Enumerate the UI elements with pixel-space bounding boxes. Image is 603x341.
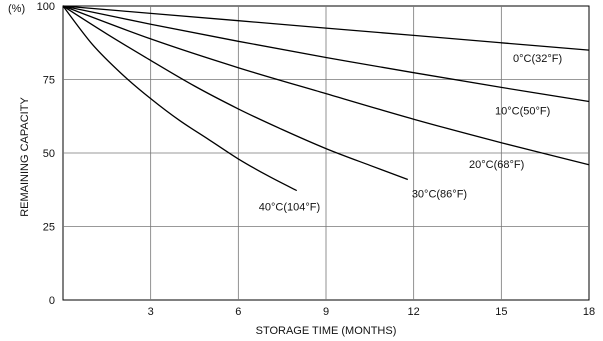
x-tick-label: 12 bbox=[408, 306, 420, 318]
series-line bbox=[62, 5, 590, 103]
series-labels: 0°C(32°F) 10°C(50°F) 20°C(68°F) 30°C(86°F) 4… bbox=[259, 53, 562, 214]
series-line bbox=[62, 5, 590, 51]
x-tick-label: 15 bbox=[495, 306, 507, 318]
x-tick-label: 6 bbox=[235, 306, 241, 318]
x-tick-label: 3 bbox=[148, 306, 154, 318]
series-line bbox=[62, 5, 409, 181]
y-tick-label: 0 bbox=[49, 295, 55, 307]
y-tick-label: 75 bbox=[43, 75, 55, 87]
series-label: 10°C(50°F) bbox=[495, 106, 550, 118]
x-tick-label: 18 bbox=[583, 306, 595, 318]
x-tick-label: 9 bbox=[323, 306, 329, 318]
y-tick-label: 25 bbox=[43, 222, 55, 234]
series-label: 30°C(86°F) bbox=[412, 188, 467, 200]
series-label: 40°C(104°F) bbox=[259, 202, 320, 214]
y-axis-title: REMAINING CAPACITY bbox=[19, 97, 31, 217]
series-label: 0°C(32°F) bbox=[513, 53, 562, 65]
tick-labels: 0 25 50 75 100 3 6 9 12 15 18 bbox=[37, 1, 595, 318]
y-tick-label: 100 bbox=[37, 1, 55, 13]
y-axis-unit: (%) bbox=[8, 3, 25, 15]
series-lines bbox=[62, 5, 590, 192]
series-label: 20°C(68°F) bbox=[469, 159, 524, 171]
series-line bbox=[62, 5, 590, 166]
x-axis-title: STORAGE TIME (MONTHS) bbox=[256, 325, 397, 337]
y-tick-label: 50 bbox=[43, 148, 55, 160]
series-line bbox=[62, 5, 298, 192]
grid-lines bbox=[62, 5, 590, 301]
